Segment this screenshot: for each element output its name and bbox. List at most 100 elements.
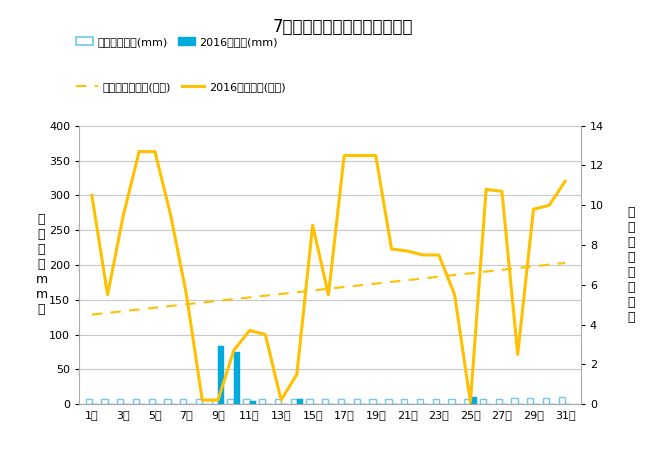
2016日照時間(時間) bbox=[387, 247, 395, 252]
Bar bbox=[385, 399, 391, 404]
日照時間平年値(時間) bbox=[151, 305, 159, 310]
2016日照時間(時間) bbox=[214, 397, 222, 403]
2016日照時間(時間) bbox=[513, 352, 521, 357]
Bar bbox=[244, 399, 249, 404]
日照時間平年値(時間) bbox=[104, 310, 112, 316]
Bar bbox=[196, 399, 202, 404]
2016日照時間(時間) bbox=[198, 397, 206, 403]
Y-axis label: 日
照
時
間
（
時
間
）: 日 照 時 間 （ 時 間 ） bbox=[627, 206, 635, 324]
日照時間平年値(時間) bbox=[325, 286, 333, 291]
Bar bbox=[401, 399, 407, 404]
日照時間平年値(時間) bbox=[356, 282, 364, 288]
2016日照時間(時間) bbox=[88, 193, 96, 198]
Bar bbox=[290, 399, 297, 404]
Bar bbox=[148, 399, 155, 404]
2016日照時間(時間) bbox=[261, 332, 269, 337]
2016日照時間(時間) bbox=[403, 248, 411, 254]
日照時間平年値(時間) bbox=[230, 296, 238, 302]
日照時間平年値(時間) bbox=[88, 312, 96, 317]
2016日照時間(時間) bbox=[435, 252, 443, 258]
Bar bbox=[512, 398, 517, 404]
Bar bbox=[101, 399, 108, 404]
Bar bbox=[164, 399, 171, 404]
日照時間平年値(時間) bbox=[387, 279, 395, 285]
Legend: 降水量平年値(mm), 2016降水量(mm): 降水量平年値(mm), 2016降水量(mm) bbox=[71, 32, 282, 51]
2016日照時間(時間) bbox=[561, 179, 569, 184]
2016日照時間(時間) bbox=[545, 202, 553, 208]
Bar bbox=[464, 399, 471, 404]
Bar bbox=[527, 398, 533, 404]
2016日照時間(時間) bbox=[246, 328, 253, 333]
2016日照時間(時間) bbox=[372, 153, 380, 158]
日照時間平年値(時間) bbox=[403, 277, 411, 283]
2016日照時間(時間) bbox=[167, 212, 175, 218]
Bar bbox=[306, 399, 313, 404]
日照時間平年値(時間) bbox=[214, 298, 222, 304]
日照時間平年値(時間) bbox=[513, 265, 521, 271]
2016日照時間(時間) bbox=[341, 153, 348, 158]
Line: 2016日照時間(時間): 2016日照時間(時間) bbox=[92, 152, 565, 402]
Bar bbox=[212, 399, 218, 404]
2016日照時間(時間) bbox=[230, 348, 238, 353]
2016日照時間(時間) bbox=[451, 292, 459, 297]
日照時間平年値(時間) bbox=[293, 290, 301, 295]
2016日照時間(時間) bbox=[309, 222, 317, 228]
Bar bbox=[259, 399, 265, 404]
Bar bbox=[86, 399, 92, 404]
Bar bbox=[416, 399, 423, 404]
Bar bbox=[249, 401, 256, 404]
Bar bbox=[133, 399, 139, 404]
日照時間平年値(時間) bbox=[467, 271, 475, 276]
Bar bbox=[480, 399, 486, 404]
Bar bbox=[432, 399, 439, 404]
Bar bbox=[275, 399, 281, 404]
Bar bbox=[370, 399, 376, 404]
日照時間平年値(時間) bbox=[135, 307, 143, 312]
Bar bbox=[471, 397, 477, 404]
Bar bbox=[218, 346, 224, 404]
2016日照時間(時間) bbox=[151, 149, 159, 154]
2016日照時間(時間) bbox=[498, 189, 506, 194]
日照時間平年値(時間) bbox=[246, 295, 253, 300]
Bar bbox=[496, 399, 502, 404]
Bar bbox=[448, 399, 455, 404]
Bar bbox=[180, 399, 187, 404]
日照時間平年値(時間) bbox=[198, 300, 206, 305]
2016日照時間(時間) bbox=[325, 292, 333, 297]
日照時間平年値(時間) bbox=[529, 264, 537, 269]
2016日照時間(時間) bbox=[183, 292, 191, 297]
2016日照時間(時間) bbox=[119, 212, 127, 218]
2016日照時間(時間) bbox=[419, 252, 427, 258]
日照時間平年値(時間) bbox=[167, 304, 175, 309]
日照時間平年値(時間) bbox=[545, 262, 553, 267]
2016日照時間(時間) bbox=[529, 207, 537, 212]
日照時間平年値(時間) bbox=[419, 276, 427, 281]
Bar bbox=[322, 399, 329, 404]
Text: 7月降水量・日照時間（日別）: 7月降水量・日照時間（日別） bbox=[273, 18, 413, 36]
日照時間平年値(時間) bbox=[482, 269, 490, 274]
Bar bbox=[338, 399, 345, 404]
日照時間平年値(時間) bbox=[498, 267, 506, 273]
日照時間平年値(時間) bbox=[435, 274, 443, 279]
日照時間平年値(時間) bbox=[119, 308, 127, 314]
Bar bbox=[354, 399, 360, 404]
日照時間平年値(時間) bbox=[561, 260, 569, 266]
Y-axis label: 降
水
量
（
m
m
）: 降 水 量 （ m m ） bbox=[36, 213, 48, 317]
日照時間平年値(時間) bbox=[277, 291, 285, 297]
Bar bbox=[228, 399, 234, 404]
Legend: 日照時間平年値(時間), 2016日照時間(時間): 日照時間平年値(時間), 2016日照時間(時間) bbox=[71, 77, 290, 96]
2016日照時間(時間) bbox=[356, 153, 364, 158]
Bar bbox=[543, 398, 549, 404]
2016日照時間(時間) bbox=[104, 292, 112, 297]
2016日照時間(時間) bbox=[482, 187, 490, 192]
Line: 日照時間平年値(時間): 日照時間平年値(時間) bbox=[92, 263, 565, 315]
Bar bbox=[559, 397, 565, 404]
日照時間平年値(時間) bbox=[372, 281, 380, 286]
Bar bbox=[297, 399, 303, 404]
Bar bbox=[234, 352, 240, 404]
日照時間平年値(時間) bbox=[261, 293, 269, 298]
2016日照時間(時間) bbox=[277, 397, 285, 403]
日照時間平年値(時間) bbox=[341, 284, 348, 290]
Bar bbox=[117, 399, 123, 404]
2016日照時間(時間) bbox=[135, 149, 143, 154]
